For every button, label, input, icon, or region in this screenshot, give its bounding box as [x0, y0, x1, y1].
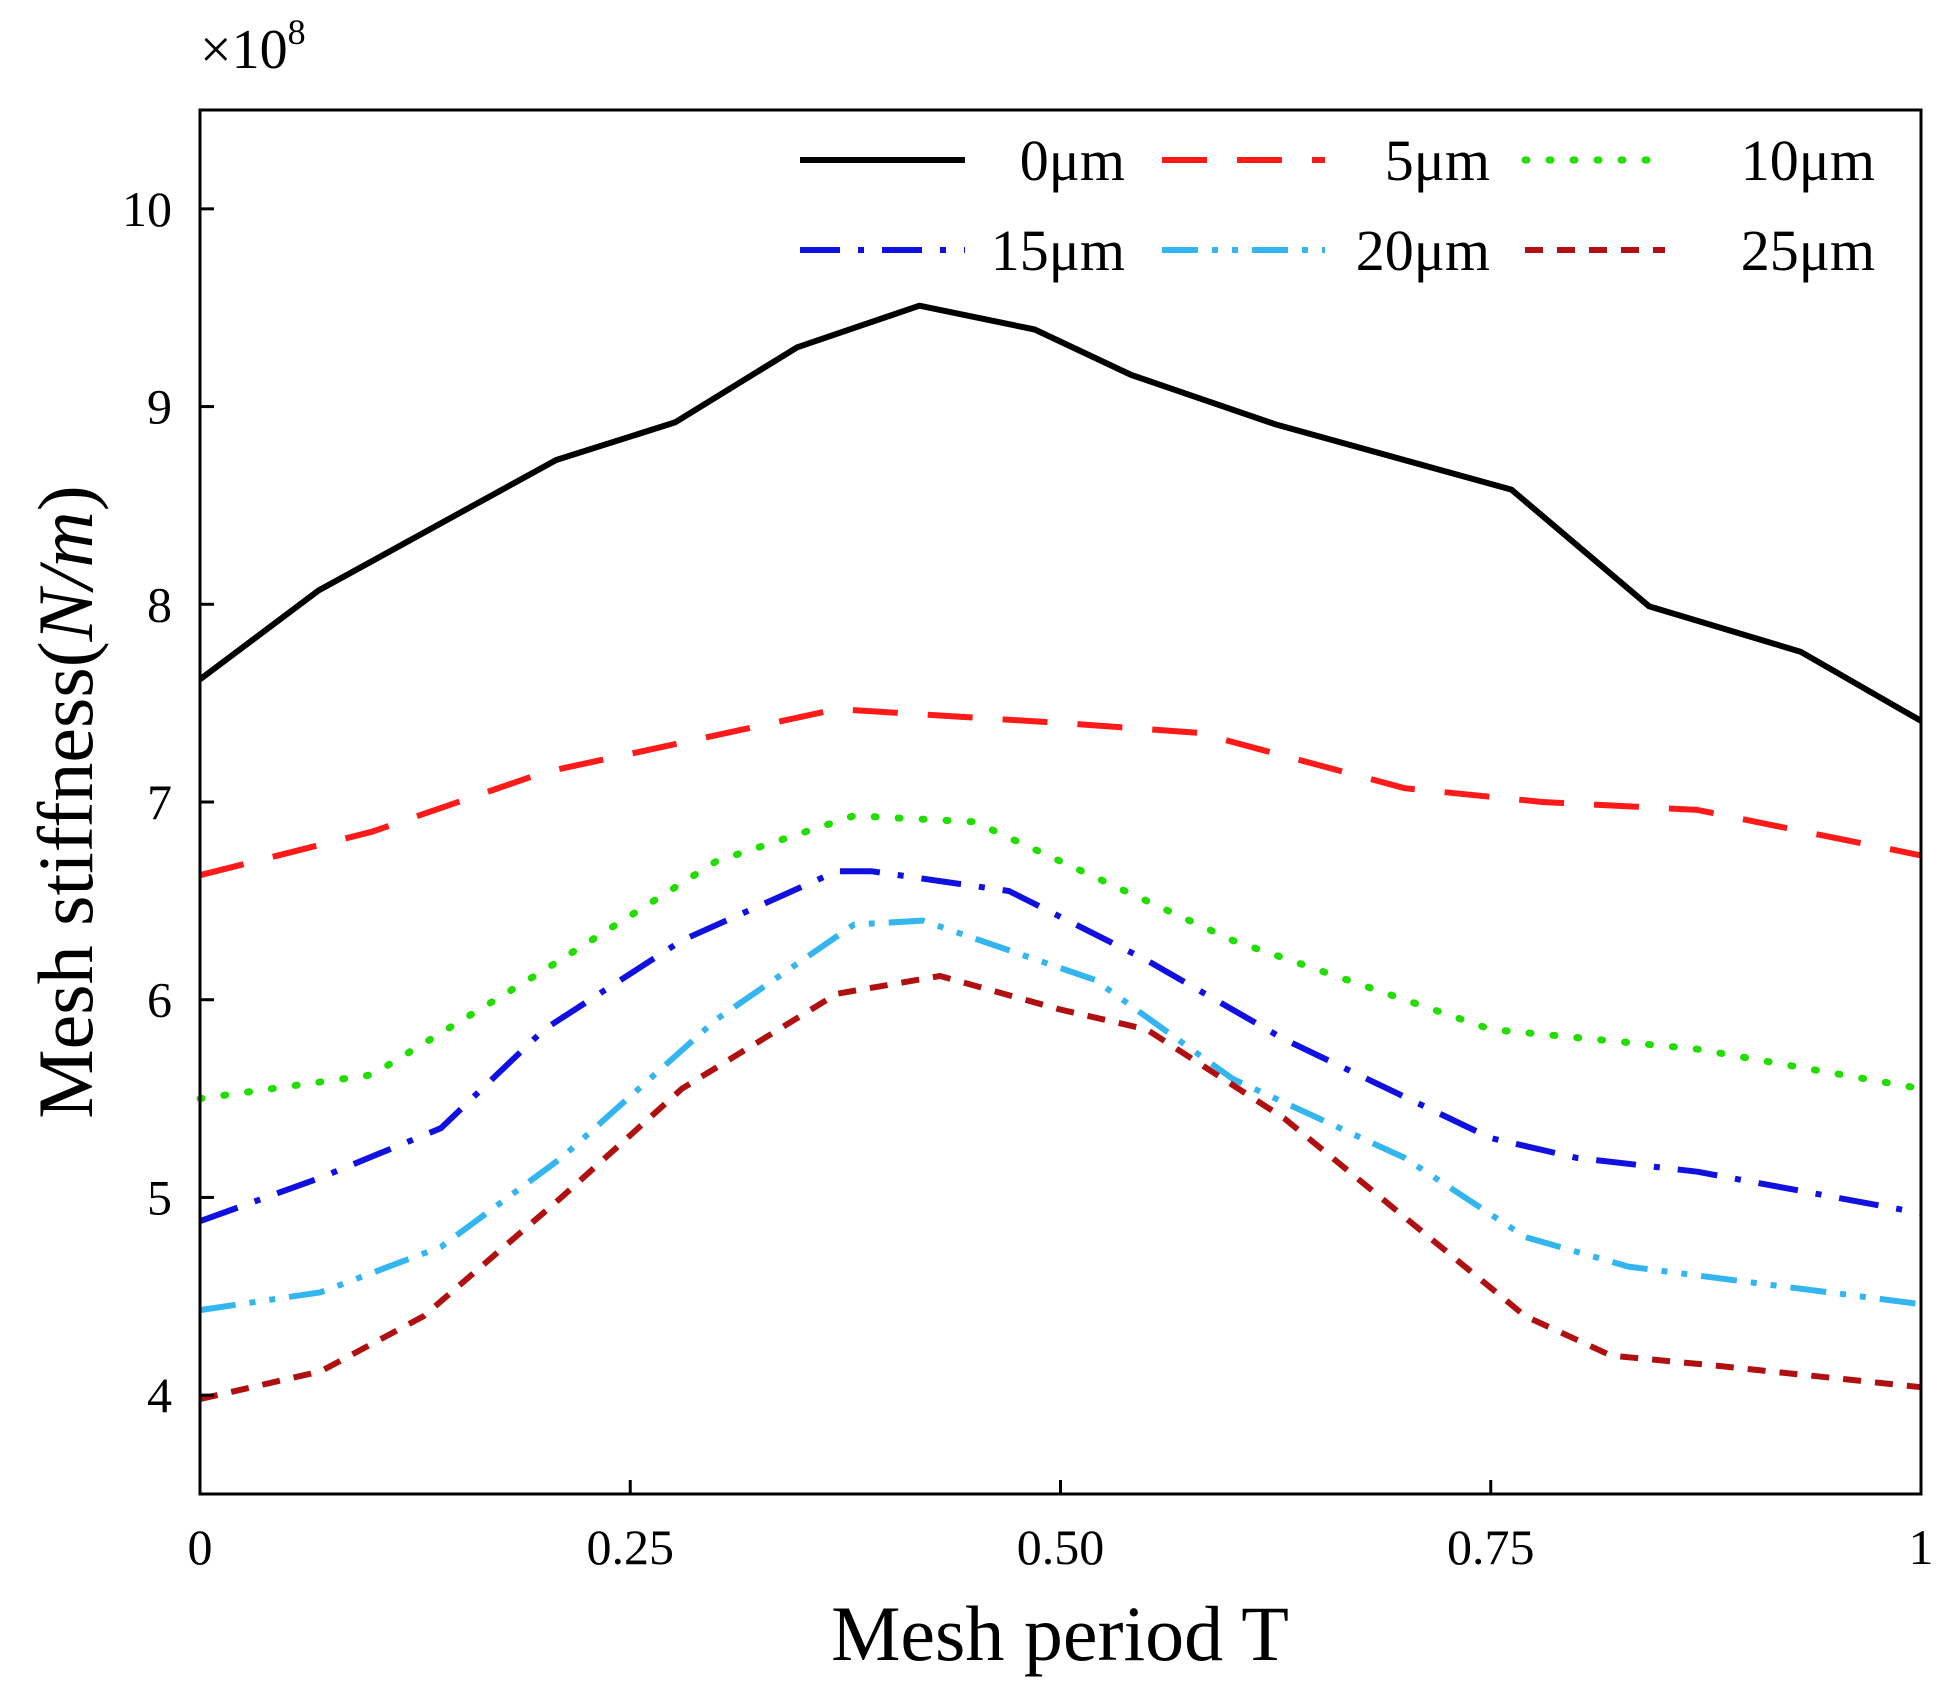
- series-line-0: [198, 302, 1923, 724]
- legend-label-1: 5μm: [1385, 128, 1490, 193]
- x-tick-label: 0.50: [1017, 1519, 1105, 1575]
- series-line-5: [199, 973, 1922, 1403]
- series-line-2: [196, 812, 1925, 1103]
- series-line-1: [199, 706, 1922, 879]
- legend-label-3: 15μm: [991, 218, 1125, 283]
- y-multiplier: ×108: [200, 12, 306, 81]
- legend: 0μm 5μm 10μm 15μm 20μm 25μm: [800, 128, 1875, 283]
- x-axis-label: Mesh period T: [831, 1590, 1289, 1677]
- plot-area: [196, 302, 1925, 1403]
- series-line-4: [199, 917, 1922, 1314]
- y-tick-label: 7: [147, 774, 172, 830]
- axis-ticks: 0 0.25 0.50 0.75 1 4 5 6 7 8 9 10: [122, 181, 1934, 1575]
- x-tick-label: 0.75: [1447, 1519, 1535, 1575]
- x-tick-label: 1: [1909, 1519, 1934, 1575]
- series-line-3: [198, 868, 1922, 1225]
- y-tick-label: 4: [147, 1367, 172, 1423]
- y-axis-label: Mesh stiffness(N/m): [22, 485, 109, 1118]
- legend-label-5: 25μm: [1741, 218, 1875, 283]
- y-tick-label: 9: [147, 379, 172, 435]
- y-tick-label: 5: [147, 1169, 172, 1225]
- legend-label-4: 20μm: [1356, 218, 1490, 283]
- legend-label-0: 0μm: [1020, 128, 1125, 193]
- y-tick-label: 10: [122, 181, 172, 237]
- legend-label-2: 10μm: [1741, 128, 1875, 193]
- x-tick-label: 0: [188, 1519, 213, 1575]
- x-tick-label: 0.25: [587, 1519, 675, 1575]
- y-tick-label: 8: [147, 576, 172, 632]
- y-tick-label: 6: [147, 972, 172, 1028]
